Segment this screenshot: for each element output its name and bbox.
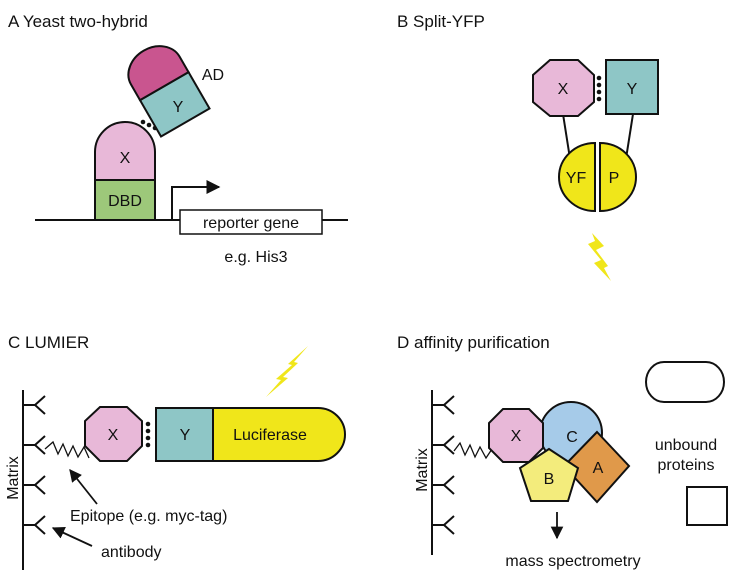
panel-b: B Split-YFP X Y YF P <box>397 12 659 281</box>
transcription-arrow <box>171 180 221 220</box>
panel-b-title: B Split-YFP <box>397 12 485 31</box>
x-label-a: X <box>120 150 131 167</box>
b-label: B <box>544 471 555 488</box>
x-protein-b <box>532 59 595 117</box>
y-ad-fusion <box>127 45 211 138</box>
fluorescence-bolt-icon <box>588 233 611 281</box>
epitope-arrow <box>69 469 98 505</box>
x-label-b: X <box>558 81 569 98</box>
unbound-label-line1: unbound <box>655 437 717 454</box>
yf-label: YF <box>566 170 587 187</box>
a-protein <box>562 430 631 504</box>
panel-d: D affinity purification Matrix C X A B m… <box>397 333 728 570</box>
panel-c: C LUMIER Matrix X Y Luciferase Epitope (… <box>5 333 346 570</box>
b-protein <box>518 447 580 502</box>
c-label: C <box>566 429 578 446</box>
panel-d-title: D affinity purification <box>397 333 550 352</box>
dbd-box <box>94 179 156 221</box>
luciferase-label: Luciferase <box>233 427 307 444</box>
antibodies-d <box>432 395 455 535</box>
panel-c-title: C LUMIER <box>8 333 89 352</box>
antibody-label: antibody <box>101 544 162 561</box>
y-label-a: Y <box>173 99 184 116</box>
epitope-label: Epitope (e.g. myc-tag) <box>70 508 227 525</box>
x-protein-c <box>84 406 143 462</box>
unbound-label-line2: proteins <box>658 457 715 474</box>
a-label: A <box>593 460 604 477</box>
y-label-b: Y <box>627 81 638 98</box>
matrix-label-c: Matrix <box>5 456 22 500</box>
y-box-c <box>155 407 214 462</box>
ad-label: AD <box>202 67 224 84</box>
epitope-tag-c <box>44 440 90 459</box>
interaction-dots-b <box>596 75 602 102</box>
unbound-protein-square <box>686 486 728 526</box>
yfp-c-fragment <box>599 141 637 213</box>
reporter-gene-label: reporter gene <box>203 215 299 232</box>
epitope-tag-d <box>453 441 493 460</box>
y-label-c: Y <box>180 427 191 444</box>
dbd-label: DBD <box>108 193 142 210</box>
x-label-d: X <box>511 428 522 445</box>
ms-label: mass spectrometry <box>505 553 640 570</box>
y-box-b <box>605 59 659 115</box>
luminescence-bolt-icon <box>266 346 308 397</box>
example-label: e.g. His3 <box>224 249 287 266</box>
interaction-dots-c <box>145 421 151 448</box>
matrix-label-d: Matrix <box>414 448 431 492</box>
antibodies-c <box>23 395 46 535</box>
unbound-protein-oval <box>645 361 725 403</box>
panel-a-title: A Yeast two-hybrid <box>8 12 148 31</box>
x-label-c: X <box>108 427 119 444</box>
ad-domain <box>127 45 190 102</box>
antibody-arrow <box>51 527 93 547</box>
reporter-gene-box <box>179 209 323 235</box>
luciferase-box <box>212 407 346 462</box>
yfp-n-fragment <box>558 141 596 213</box>
x-protein-a <box>94 121 156 181</box>
p-label: P <box>609 170 620 187</box>
panel-a: A Yeast two-hybrid DBD X Y AD reporter g… <box>8 12 348 266</box>
